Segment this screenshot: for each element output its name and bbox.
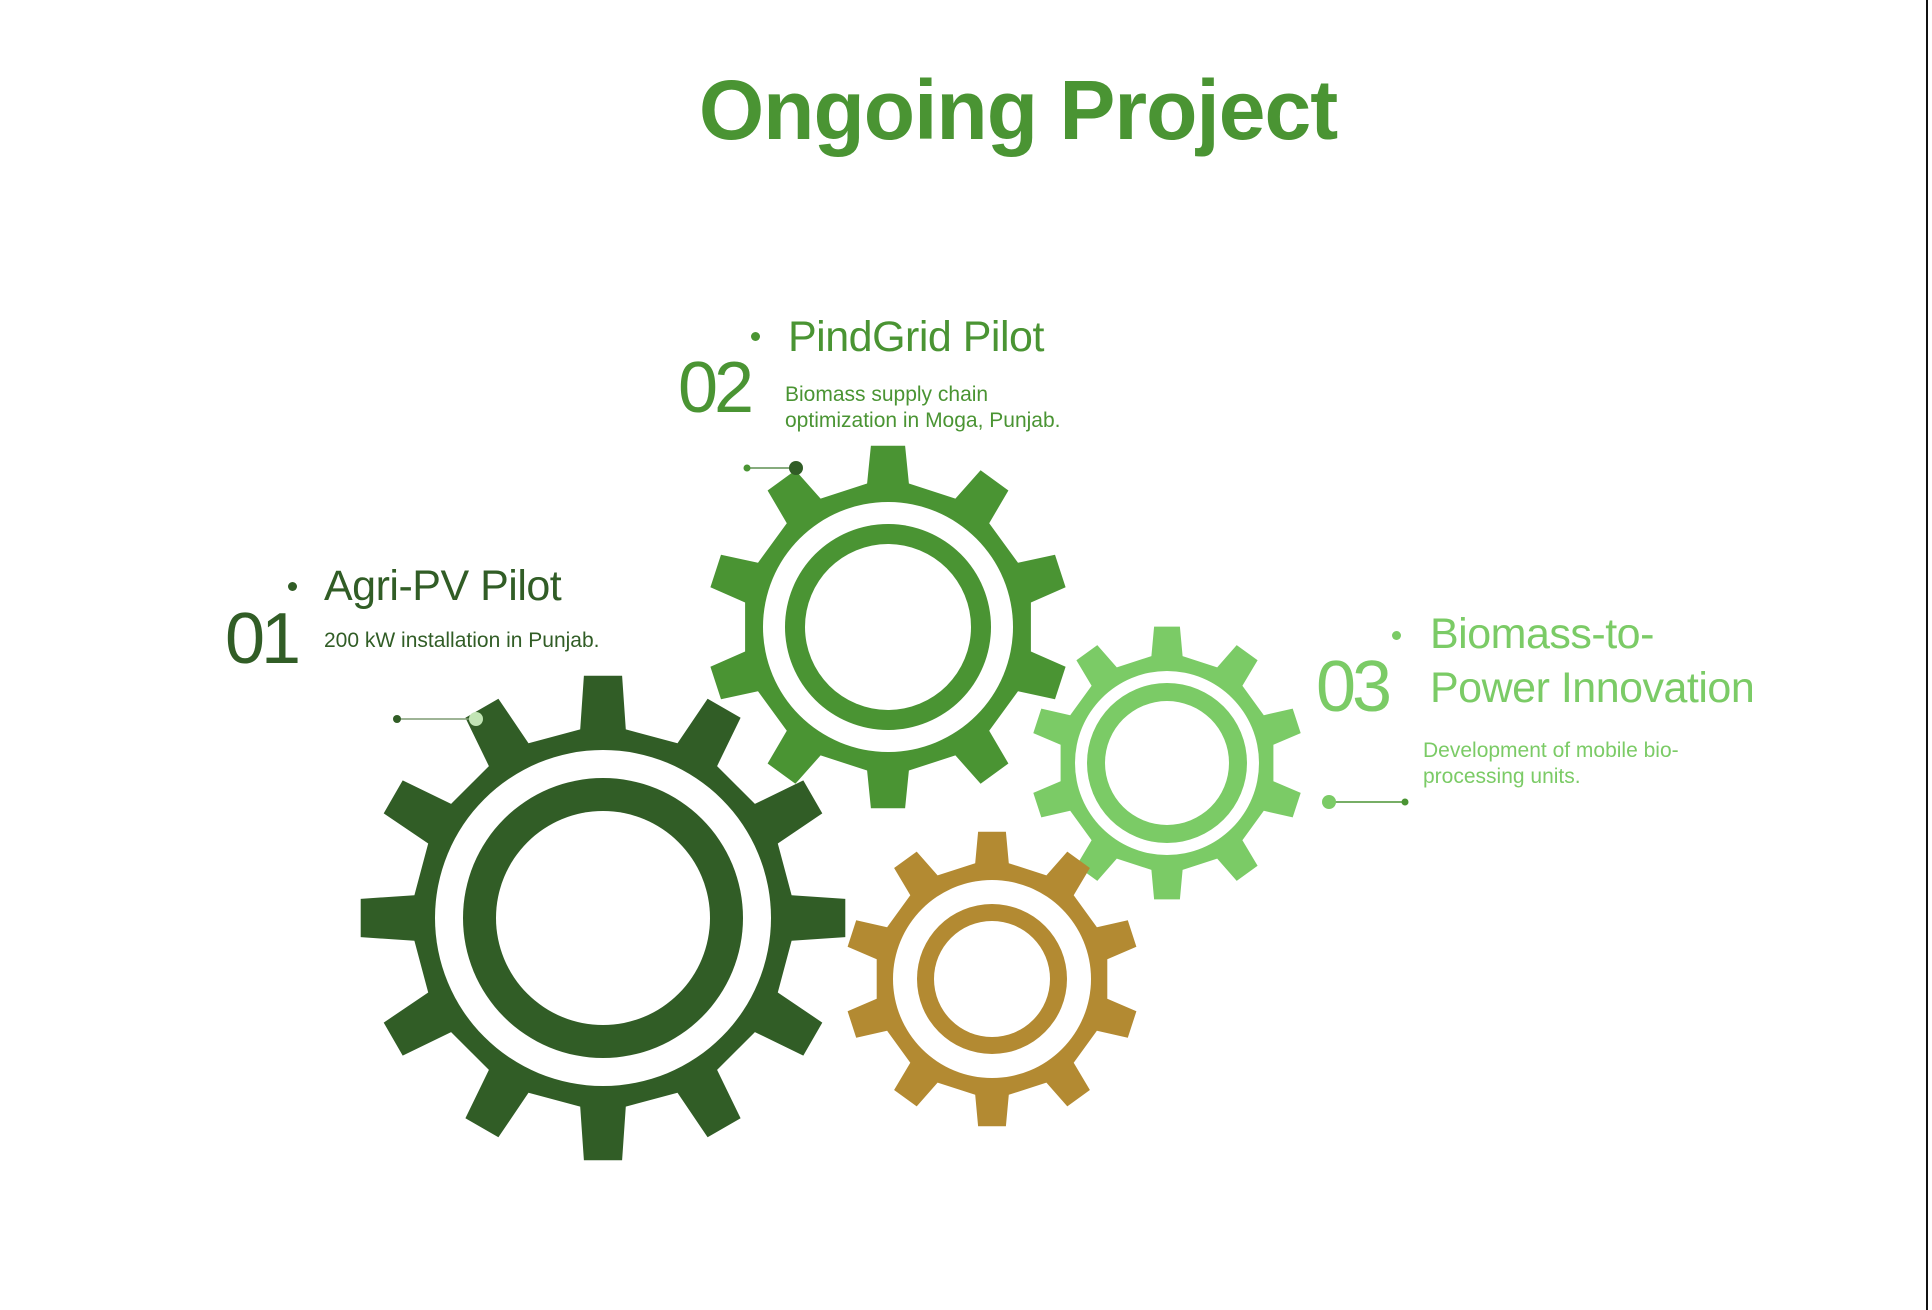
connector-03 [1322,795,1409,809]
right-edge-line [1926,0,1928,1310]
page-title: Ongoing Project [698,63,1338,157]
connector-01 [393,712,483,726]
gear-hole [805,544,971,710]
project-title: Agri-PV Pilot [324,562,562,610]
project-number: 01 [225,599,301,679]
gear-gold-icon [847,831,1137,1127]
gear-light-green-icon [1033,626,1301,900]
project-description: Biomass supply chain optimization in Mog… [785,383,1061,433]
connector-02 [743,461,803,475]
gear-hole [934,921,1050,1037]
bullet-dot [1392,631,1401,640]
project-number: 03 [1316,647,1392,727]
project-description: Development of mobile bio- processing un… [1423,739,1679,789]
gear-dark-green-icon [360,675,846,1161]
gear-green-icon [710,445,1066,809]
bullet-dot [288,582,297,591]
project-number: 02 [678,348,754,428]
project-description: 200 kW installation in Punjab. [324,629,600,652]
bullet-dot [751,332,760,341]
gear-hole [496,811,710,1025]
gear-hole [1105,701,1229,825]
project-title: Biomass-to- Power Innovation [1430,610,1755,712]
project-title: PindGrid Pilot [788,313,1044,361]
